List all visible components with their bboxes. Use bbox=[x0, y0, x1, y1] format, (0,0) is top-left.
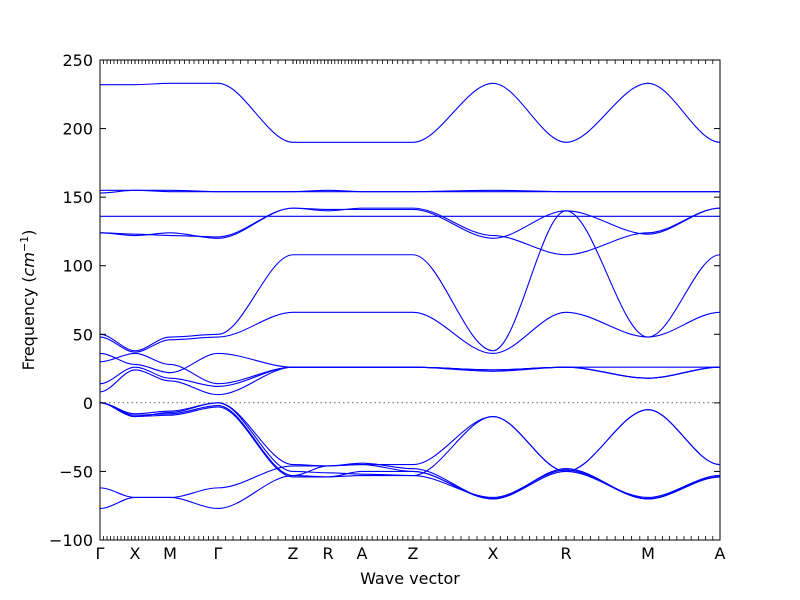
x-tick-label: M bbox=[641, 544, 655, 563]
band-line-15 bbox=[99, 402, 721, 500]
y-axis-label-text: Frequency ( bbox=[19, 276, 38, 370]
x-tick-label: Γ bbox=[214, 544, 223, 563]
x-tick-label: Z bbox=[408, 544, 419, 563]
band-line-12 bbox=[99, 366, 721, 396]
ticks-layer: −100 −50 0 50 100 150 200 250 Γ X M Γ Z R A Z X R M A bbox=[49, 51, 725, 563]
x-tick-label: X bbox=[130, 544, 141, 563]
y-tick-label: 0 bbox=[83, 394, 93, 413]
x-tick-label: M bbox=[163, 544, 177, 563]
band-line-1 bbox=[99, 82, 721, 143]
band-line-5 bbox=[99, 207, 721, 256]
band-line-7 bbox=[99, 210, 721, 352]
x-tick-label: R bbox=[560, 544, 571, 563]
y-tick-label: 250 bbox=[62, 51, 93, 70]
y-tick-label: 100 bbox=[62, 257, 93, 276]
y-tick-label: 50 bbox=[73, 325, 93, 344]
y-tick-label: −100 bbox=[49, 531, 93, 550]
y-axis-label-exponent: −1 bbox=[18, 236, 31, 252]
x-tick-label: Γ bbox=[96, 544, 105, 563]
y-tick-label: −50 bbox=[59, 462, 93, 481]
y-tick-label: 150 bbox=[62, 188, 93, 207]
band-line-18 bbox=[99, 464, 721, 510]
plot-layer bbox=[99, 82, 721, 510]
band-line-8 bbox=[99, 311, 721, 355]
x-tick-label: Z bbox=[288, 544, 299, 563]
x-tick-label: R bbox=[322, 544, 333, 563]
plot-frame bbox=[99, 59, 721, 541]
band-line-6 bbox=[99, 207, 721, 239]
y-axis-label-close: ) bbox=[19, 230, 38, 236]
x-axis-label: Wave vector bbox=[360, 569, 460, 588]
x-tick-label: A bbox=[357, 544, 368, 563]
y-axis-label-unit: cm bbox=[19, 252, 38, 276]
band-line-14 bbox=[99, 402, 721, 477]
band-line-3 bbox=[99, 189, 720, 194]
y-tick-label: 200 bbox=[62, 120, 93, 139]
x-tick-label: X bbox=[488, 544, 499, 563]
band-line-16 bbox=[99, 402, 721, 500]
y-axis-label: Frequency (cm−1) bbox=[18, 230, 38, 371]
x-tick-label: A bbox=[715, 544, 726, 563]
